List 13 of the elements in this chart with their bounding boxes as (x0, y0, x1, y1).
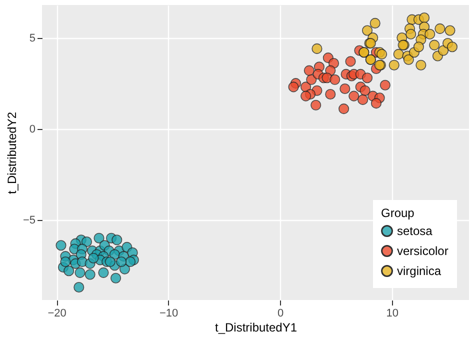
legend-label: versicolor (397, 244, 448, 258)
y-tick-label: 5 (29, 32, 36, 44)
x-tick-label: −10 (159, 308, 178, 320)
legend-label: setosa (397, 224, 433, 238)
x-axis-title: t_DistributedY1 (214, 320, 298, 334)
x-tick-label: 0 (278, 308, 284, 320)
y-tick-label: 0 (29, 123, 36, 136)
x-tick-label: −20 (48, 308, 66, 320)
legend-title: Group (381, 206, 415, 220)
y-axis-title: t_DistributedY2 (4, 112, 19, 194)
legend-label: virginica (397, 264, 442, 278)
x-tick-label: 10 (386, 308, 398, 320)
y-tick-label: −5 (22, 214, 36, 226)
